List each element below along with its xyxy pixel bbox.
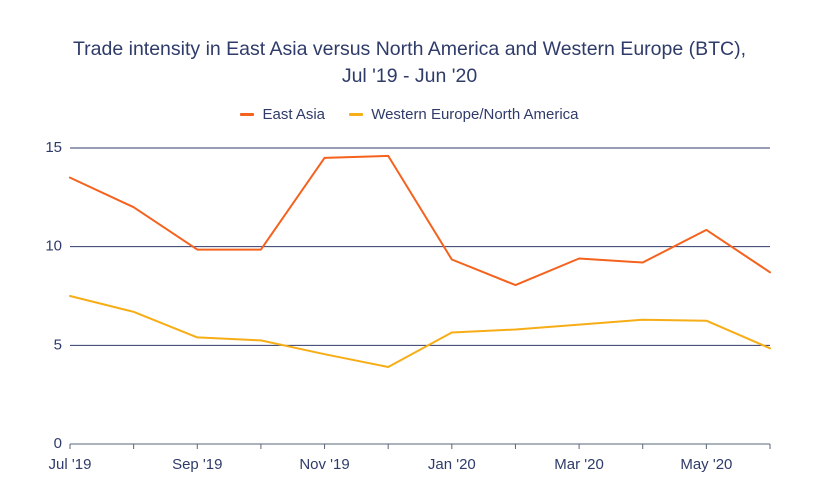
- data-point-western-europe-north-america-11: [768, 346, 772, 350]
- data-point-east-asia-2: [195, 248, 199, 252]
- y-tick-label-15: 15: [45, 139, 62, 156]
- data-point-east-asia-7: [513, 283, 517, 287]
- data-point-east-asia-3: [259, 248, 263, 252]
- y-tick-label-5: 5: [54, 336, 62, 353]
- data-point-western-europe-north-america-1: [132, 310, 136, 314]
- chart-title: Trade intensity in East Asia versus Nort…: [72, 38, 747, 60]
- data-point-western-europe-north-america-3: [259, 338, 263, 342]
- data-point-east-asia-4: [323, 156, 327, 160]
- chart-subtitle: Jul '19 - Jun '20: [341, 65, 478, 87]
- data-point-east-asia-10: [704, 228, 708, 232]
- chart-title-block: Trade intensity in East Asia versus Nort…: [0, 36, 819, 90]
- x-tick-label-1: Sep '19: [172, 456, 222, 473]
- chart-legend: East Asia Western Europe/North America: [0, 103, 819, 123]
- data-point-east-asia-5: [386, 154, 390, 158]
- data-point-western-europe-north-america-5: [386, 365, 390, 369]
- legend-label-east-asia: East Asia: [262, 106, 326, 123]
- x-tick-label-3: Jan '20: [428, 456, 476, 473]
- data-point-western-europe-north-america-4: [323, 352, 327, 356]
- x-tick-label-5: May '20: [680, 456, 732, 473]
- data-point-western-europe-north-america-10: [704, 319, 708, 323]
- data-point-western-europe-north-america-6: [450, 331, 454, 335]
- y-tick-label-10: 10: [45, 238, 62, 255]
- data-point-east-asia-0: [68, 176, 72, 180]
- legend-swatch-western-europe-north-america: [349, 113, 364, 116]
- x-tick-label-2: Nov '19: [299, 456, 349, 473]
- data-point-western-europe-north-america-8: [577, 323, 581, 327]
- legend-swatch-east-asia: [240, 113, 255, 116]
- data-point-western-europe-north-america-0: [68, 294, 72, 298]
- legend-label-western-europe-north-america: Western Europe/North America: [371, 106, 579, 123]
- x-tick-label-0: Jul '19: [49, 456, 92, 473]
- legend-item-east-asia[interactable]: East Asia: [240, 106, 325, 123]
- series-line-western-europe-north-america: [69, 295, 771, 368]
- series-line-east-asia: [69, 154, 771, 287]
- data-point-east-asia-1: [132, 205, 136, 209]
- data-point-east-asia-9: [641, 260, 645, 264]
- data-point-east-asia-11: [768, 270, 772, 274]
- data-point-east-asia-8: [577, 257, 581, 261]
- x-tick-label-4: Mar '20: [554, 456, 604, 473]
- data-point-east-asia-6: [450, 257, 454, 261]
- y-tick-label-0: 0: [54, 435, 62, 452]
- data-point-western-europe-north-america-7: [513, 328, 517, 332]
- data-point-western-europe-north-america-9: [641, 318, 645, 322]
- legend-item-western-europe-north-america[interactable]: Western Europe/North America: [349, 106, 579, 123]
- data-point-western-europe-north-america-2: [195, 335, 199, 339]
